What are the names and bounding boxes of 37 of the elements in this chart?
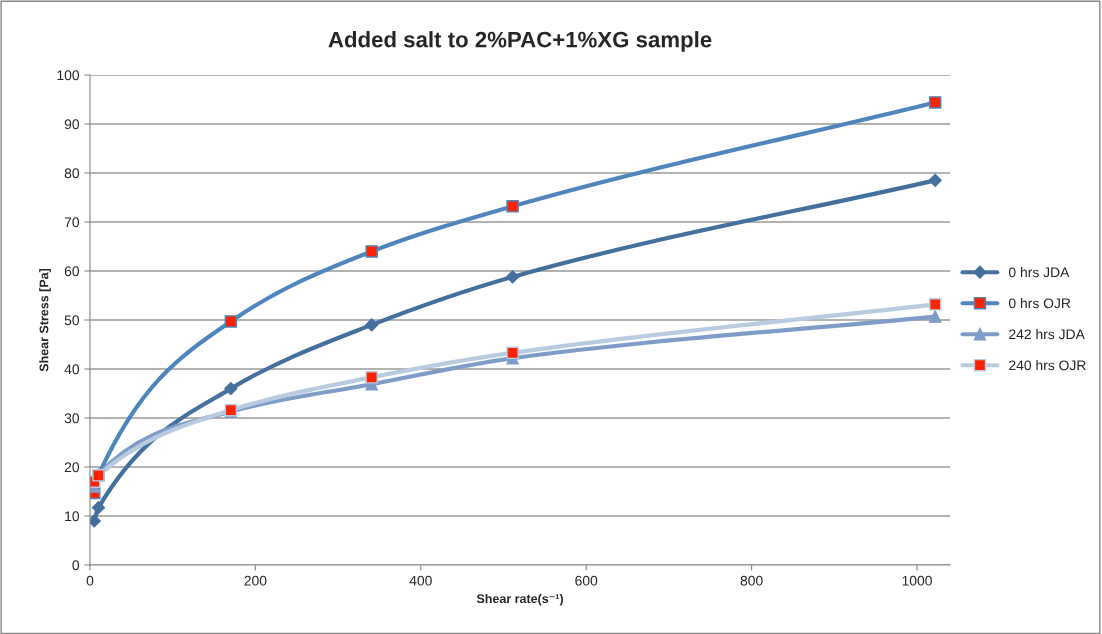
y-tick-label: 0 xyxy=(72,560,80,571)
x-tick-label: 800 xyxy=(740,575,763,586)
y-tick-label: 80 xyxy=(64,168,80,179)
y-axis-title: Shear Stress [Pa] xyxy=(39,268,51,372)
chart-title: Added salt to 2%PAC+1%XG sample xyxy=(328,31,712,52)
x-axis-title: Shear rate(s⁻¹) xyxy=(476,593,564,606)
x-tick-label: 1000 xyxy=(902,575,932,586)
legend-label: 242 hrs JDA xyxy=(1009,329,1085,340)
x-tick-label: 0 xyxy=(86,575,94,586)
y-tick-label: 90 xyxy=(64,119,80,130)
point xyxy=(365,245,378,258)
y-tick-label: 30 xyxy=(64,413,80,424)
point xyxy=(928,96,942,109)
point xyxy=(224,382,238,396)
x-tick-label: 400 xyxy=(409,575,432,586)
legend-label: 0 hrs OJR xyxy=(1008,298,1071,309)
y-tick-label: 40 xyxy=(64,364,80,375)
y-tick-label: 10 xyxy=(65,511,80,522)
point xyxy=(365,371,378,384)
point xyxy=(928,173,942,187)
point xyxy=(91,501,106,515)
y-tick-label: 50 xyxy=(64,315,80,326)
point xyxy=(506,346,519,360)
legend-label: 240 hrs OJR xyxy=(1009,360,1086,371)
y-tick-label: 100 xyxy=(57,70,80,81)
y-tick-label: 70 xyxy=(64,217,80,228)
point xyxy=(506,270,520,284)
point xyxy=(506,200,519,213)
point xyxy=(928,310,942,323)
point xyxy=(224,315,238,328)
point xyxy=(365,318,379,332)
x-tick-label: 200 xyxy=(244,575,267,586)
point xyxy=(928,298,942,311)
legend-label: 0 hrs JDA xyxy=(1008,267,1070,278)
y-tick-label: 20 xyxy=(64,462,80,473)
y-tick-label: 60 xyxy=(64,266,80,277)
x-tick-label: 600 xyxy=(575,575,598,586)
